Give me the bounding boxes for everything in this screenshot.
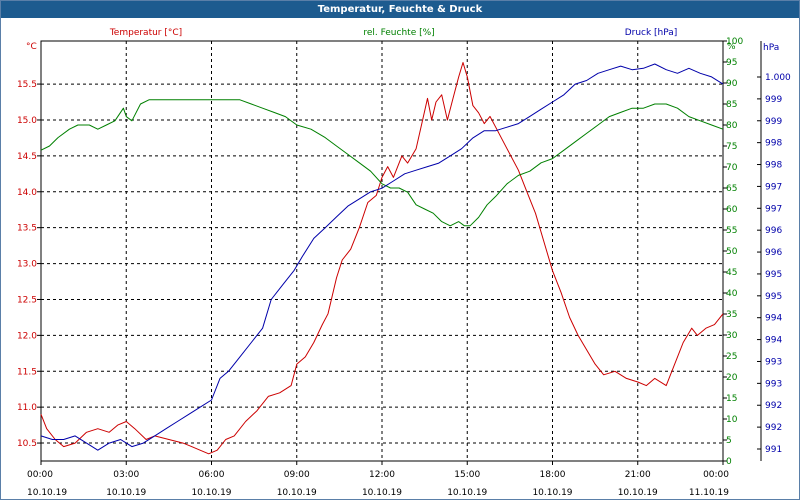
x-tick-date: 10.10.19 xyxy=(447,488,487,498)
x-tick-date: 10.10.19 xyxy=(532,488,572,498)
temperature-tick-label: 12.0 xyxy=(17,331,37,341)
humidity-tick-label: 40 xyxy=(726,289,738,299)
humidity-tick-label: 70 xyxy=(726,163,738,173)
humidity-tick-label: 50 xyxy=(726,247,738,257)
pressure-tick-label: 1.000 xyxy=(765,73,791,83)
x-tick-time: 03:00 xyxy=(113,470,139,480)
pressure-series-line xyxy=(40,63,724,451)
pressure-tick-label: 996 xyxy=(765,248,782,258)
temperature-axis-unit: °C xyxy=(26,42,37,52)
humidity-tick-label: 65 xyxy=(726,184,737,194)
humidity-tick-label: 0 xyxy=(726,457,732,467)
x-tick-date: 10.10.19 xyxy=(362,488,402,498)
humidity-tick-label: 60 xyxy=(726,205,738,215)
humidity-tick-label: 55 xyxy=(726,226,737,236)
pressure-tick-label: 992 xyxy=(765,401,782,411)
pressure-tick-label: 998 xyxy=(765,139,782,149)
pressure-tick-label: 998 xyxy=(765,161,782,171)
humidity-tick-label: 5 xyxy=(726,436,732,446)
humidity-tick-label: 30 xyxy=(726,331,738,341)
pressure-tick-label: 996 xyxy=(765,226,782,236)
x-tick-time: 00:00 xyxy=(27,470,53,480)
x-tick-time: 18:00 xyxy=(540,470,566,480)
x-tick-time: 00:00 xyxy=(703,470,729,480)
pressure-tick-label: 993 xyxy=(765,357,782,367)
temperature-tick-label: 13.5 xyxy=(17,224,37,234)
humidity-tick-label: 20 xyxy=(726,373,738,383)
pressure-axis-unit: hPa xyxy=(763,43,779,53)
temperature-series-line xyxy=(40,62,724,455)
humidity-tick-label: 95 xyxy=(726,58,737,68)
temperature-tick-label: 12.5 xyxy=(17,295,37,305)
x-tick-time: 12:00 xyxy=(369,470,395,480)
pressure-tick-label: 997 xyxy=(765,182,782,192)
humidity-tick-label: 10 xyxy=(726,415,738,425)
x-tick-date: 10.10.19 xyxy=(618,488,658,498)
temperature-tick-label: 14.0 xyxy=(17,188,37,198)
temperature-tick-label: 15.0 xyxy=(17,116,37,126)
x-tick-date: 10.10.19 xyxy=(191,488,231,498)
temperature-tick-label: 14.5 xyxy=(17,152,37,162)
x-tick-time: 06:00 xyxy=(199,470,225,480)
temperature-tick-label: 11.0 xyxy=(17,403,37,413)
temperature-tick-label: 13.0 xyxy=(17,260,37,270)
x-tick-date: 10.10.19 xyxy=(27,488,67,498)
humidity-tick-label: 25 xyxy=(726,352,737,362)
pressure-tick-label: 991 xyxy=(765,445,782,455)
humidity-tick-label: 90 xyxy=(726,79,738,89)
temperature-tick-label: 11.5 xyxy=(17,367,37,377)
pressure-tick-label: 999 xyxy=(765,117,782,127)
humidity-tick-label: 85 xyxy=(726,100,737,110)
x-tick-time: 15:00 xyxy=(454,470,480,480)
temperature-tick-label: 10.5 xyxy=(17,439,37,449)
humidity-tick-label: 45 xyxy=(726,268,737,278)
humidity-tick-label: 15 xyxy=(726,394,737,404)
humidity-axis-unit: % xyxy=(727,42,736,52)
pressure-tick-label: 994 xyxy=(765,314,782,324)
window-title: Temperatur, Feuchte & Druck xyxy=(1,1,799,18)
humidity-tick-label: 75 xyxy=(726,142,737,152)
x-tick-date: 10.10.19 xyxy=(277,488,317,498)
humidity-tick-label: 35 xyxy=(726,310,737,320)
humidity-tick-label: 80 xyxy=(726,121,738,131)
humidity-tick-label: 100 xyxy=(726,37,743,47)
pressure-tick-label: 995 xyxy=(765,270,782,280)
x-tick-time: 21:00 xyxy=(625,470,651,480)
x-tick-date: 10.10.19 xyxy=(106,488,146,498)
temperature-tick-label: 15.5 xyxy=(17,80,37,90)
pressure-tick-label: 992 xyxy=(765,423,782,433)
x-tick-date: 11.10.19 xyxy=(689,488,729,498)
humidity-legend: rel. Feuchte [%] xyxy=(363,28,434,38)
pressure-tick-label: 997 xyxy=(765,204,782,214)
x-tick-time: 09:00 xyxy=(284,470,310,480)
pressure-tick-label: 994 xyxy=(765,336,782,346)
pressure-tick-label: 993 xyxy=(765,379,782,389)
pressure-tick-label: 995 xyxy=(765,292,782,302)
pressure-tick-label: 999 xyxy=(765,95,782,105)
pressure-legend: Druck [hPa] xyxy=(625,28,678,38)
temperature-legend: Temperatur [°C] xyxy=(109,28,182,38)
